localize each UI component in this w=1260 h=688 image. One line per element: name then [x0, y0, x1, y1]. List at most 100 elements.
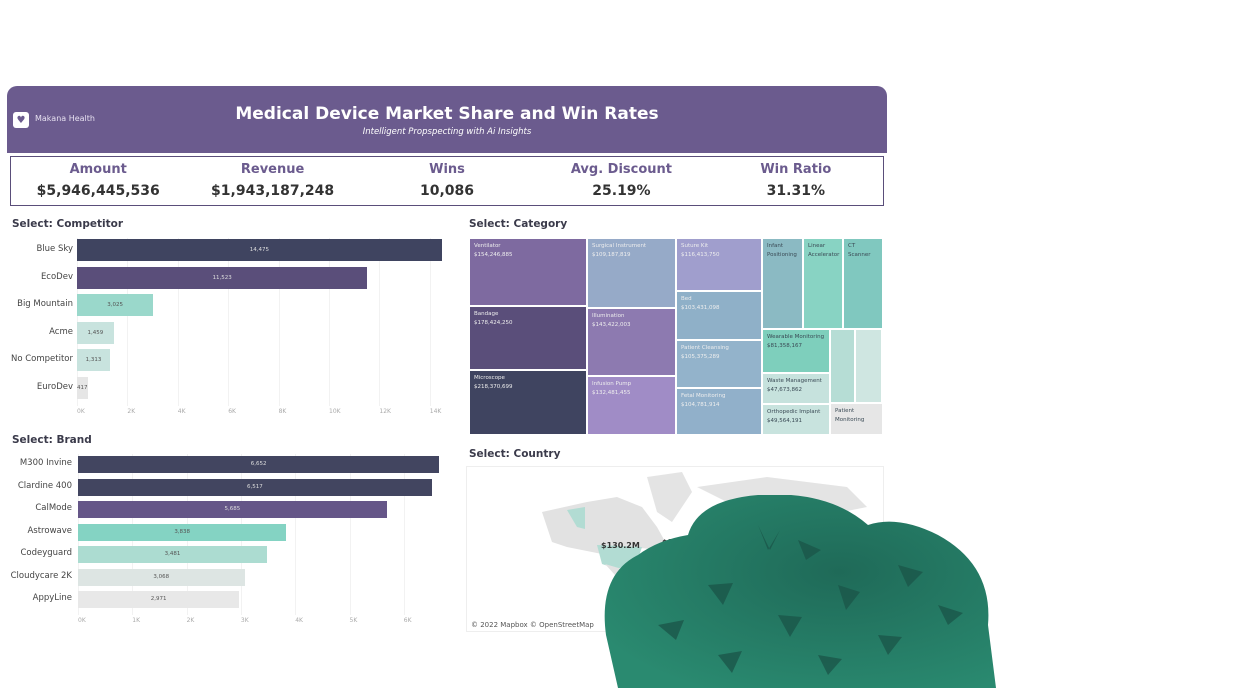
- kpi-discount: Avg. Discount 25.19%: [534, 157, 708, 205]
- tile-name: Waste Management: [767, 378, 822, 384]
- kpi-wins: Wins 10,086: [360, 157, 534, 205]
- bar[interactable]: 1,313: [77, 349, 111, 371]
- bar[interactable]: 11,523: [77, 267, 368, 289]
- tile-value: $143,422,003: [592, 322, 631, 328]
- dashboard-header: ♥ Makana Health Medical Device Market Sh…: [7, 86, 887, 153]
- tile-name: CT Scanner: [848, 243, 871, 258]
- competitor-bar-chart: 0K 2K 4K 6K 8K 10K 12K 14K Blue Sky 14,475 EcoDev 1…: [0, 238, 460, 423]
- bar-value-label: 1,313: [85, 357, 102, 363]
- bar-category-label[interactable]: CalMode: [35, 503, 72, 513]
- treemap-tile[interactable]: Waste Management $47,673,862: [762, 373, 830, 404]
- bar-category-label[interactable]: EcoDev: [40, 272, 73, 282]
- tile-value: $47,673,862: [767, 387, 802, 393]
- tile-value: $154,246,885: [474, 252, 513, 258]
- treemap-tile[interactable]: Illumination $143,422,003: [587, 308, 676, 376]
- bar[interactable]: 6,652: [78, 455, 440, 473]
- x-tick-label: 4K: [295, 617, 303, 624]
- gridline: [349, 454, 351, 615]
- kpi-label: Revenue: [240, 162, 305, 177]
- bar-category-label[interactable]: Clardine 400: [17, 481, 72, 491]
- treemap-tile[interactable]: Linear Accelerator: [803, 238, 843, 329]
- tile-value: $104,781,914: [681, 402, 720, 408]
- bar-category-label[interactable]: Astrowave: [27, 526, 72, 536]
- tile-name: Suture Kit: [681, 243, 709, 249]
- bar[interactable]: 1,459: [77, 322, 114, 344]
- treemap-tile[interactable]: Bandage $178,424,250: [469, 306, 587, 370]
- treemap-tile[interactable]: Ventilator $154,246,885: [469, 238, 587, 306]
- bar-category-label[interactable]: No Competitor: [10, 354, 73, 364]
- bar-category-label[interactable]: EuroDev: [36, 382, 73, 392]
- map-label-usa: $130.2M: [601, 541, 640, 550]
- x-tick-label: 3K: [240, 617, 249, 624]
- bar-category-label[interactable]: Acme: [49, 327, 73, 337]
- treemap-tile[interactable]: Bed $103,431,098: [676, 291, 762, 340]
- treemap-tile[interactable]: Infant Positioning: [762, 238, 803, 329]
- treemap-tile[interactable]: Suture Kit $116,413,750: [676, 238, 762, 291]
- tile-value: $218,370,699: [474, 384, 513, 390]
- treemap-tile[interactable]: CT Scanner: [843, 238, 883, 329]
- bar-category-label[interactable]: Blue Sky: [36, 244, 73, 254]
- bar[interactable]: 3,025: [77, 294, 154, 316]
- bar[interactable]: 3,068: [78, 568, 245, 586]
- gridline: [228, 238, 230, 406]
- bar[interactable]: 5,685: [78, 500, 387, 518]
- treemap-tile[interactable]: Wearable Monitoring $81,358,167: [762, 329, 830, 373]
- x-tick-label: 5K: [349, 617, 358, 624]
- kpi-label: Avg. Discount: [570, 162, 673, 177]
- bar[interactable]: 3,481: [78, 545, 268, 563]
- brand-section-title: Select: Brand: [12, 434, 92, 446]
- gridline: [127, 238, 129, 406]
- x-tick-label: 12K: [379, 408, 391, 415]
- kpi-value: $1,943,187,248: [211, 183, 335, 199]
- x-tick-label: 6K: [403, 617, 412, 624]
- tile-name: Infant Positioning: [767, 243, 797, 258]
- tile-name: Infusion Pump: [592, 381, 632, 387]
- treemap-tile[interactable]: Surgical Instrument $109,187,819: [587, 238, 676, 308]
- bar-category-label[interactable]: Codeyguard: [20, 548, 72, 558]
- treemap-tile[interactable]: Microscope $218,370,699: [469, 370, 587, 435]
- kpi-value: 31.31%: [766, 183, 825, 199]
- treemap-tile[interactable]: Patient Cleansing $105,375,289: [676, 340, 762, 388]
- treemap-tile[interactable]: Infusion Pump $132,481,455: [587, 376, 676, 435]
- map-attribution[interactable]: © 2022 Mapbox © OpenStreetMap: [471, 621, 594, 629]
- bar[interactable]: 14,475: [77, 239, 442, 261]
- page-title: Medical Device Market Share and Win Rate…: [235, 104, 659, 124]
- bar-value-label: 2,971: [150, 595, 167, 602]
- bar-category-label[interactable]: Cloudycare 2K: [10, 571, 72, 581]
- kpi-win-ratio: Win Ratio 31.31%: [709, 157, 883, 205]
- tile-name: Wearable Monitoring: [767, 334, 825, 340]
- kpi-label: Win Ratio: [760, 162, 832, 177]
- bar[interactable]: 417: [77, 377, 88, 399]
- treemap-tile[interactable]: Orthopedic Implant $49,564,191: [762, 404, 830, 435]
- bar-value-label: 11,523: [212, 275, 232, 281]
- gridline: [177, 238, 179, 406]
- gridline: [379, 238, 381, 406]
- bar[interactable]: 6,517: [78, 478, 432, 496]
- bar-category-label[interactable]: M300 Invine: [19, 458, 72, 468]
- treemap-tile[interactable]: Patient Monitoring: [830, 403, 883, 435]
- bar[interactable]: 3,838: [78, 523, 287, 541]
- tile-name: Ventilator: [474, 243, 501, 249]
- page-subtitle: Intelligent Propspecting with Ai Insight…: [362, 127, 532, 137]
- bar-category-label[interactable]: AppyLine: [32, 593, 72, 603]
- tile-name: Surgical Instrument: [592, 243, 647, 249]
- tile-name: Orthopedic Implant: [767, 409, 821, 415]
- bar-value-label: 1,459: [87, 330, 104, 336]
- gridline: [329, 238, 330, 406]
- x-tick-label: 10K: [329, 408, 341, 415]
- tile-name: Linear Accelerator: [808, 243, 840, 258]
- bar-value-label: 3,068: [153, 573, 170, 580]
- x-tick-label: 14K: [429, 408, 442, 415]
- bar[interactable]: 2,971: [78, 590, 240, 608]
- gridline: [295, 454, 297, 615]
- treemap-tile[interactable]: [855, 329, 882, 403]
- gridline: [278, 238, 280, 406]
- gridline: [429, 238, 431, 406]
- treemap-tile[interactable]: [830, 329, 855, 403]
- treemap-tile[interactable]: Fetal Monitoring $104,781,914: [676, 388, 762, 435]
- kpi-value: 10,086: [420, 183, 475, 199]
- tile-value: $178,424,250: [474, 320, 513, 326]
- bar-category-label[interactable]: Big Mountain: [17, 299, 73, 309]
- greenland-shape: [647, 472, 692, 522]
- competitor-section-title: Select: Competitor: [12, 218, 124, 230]
